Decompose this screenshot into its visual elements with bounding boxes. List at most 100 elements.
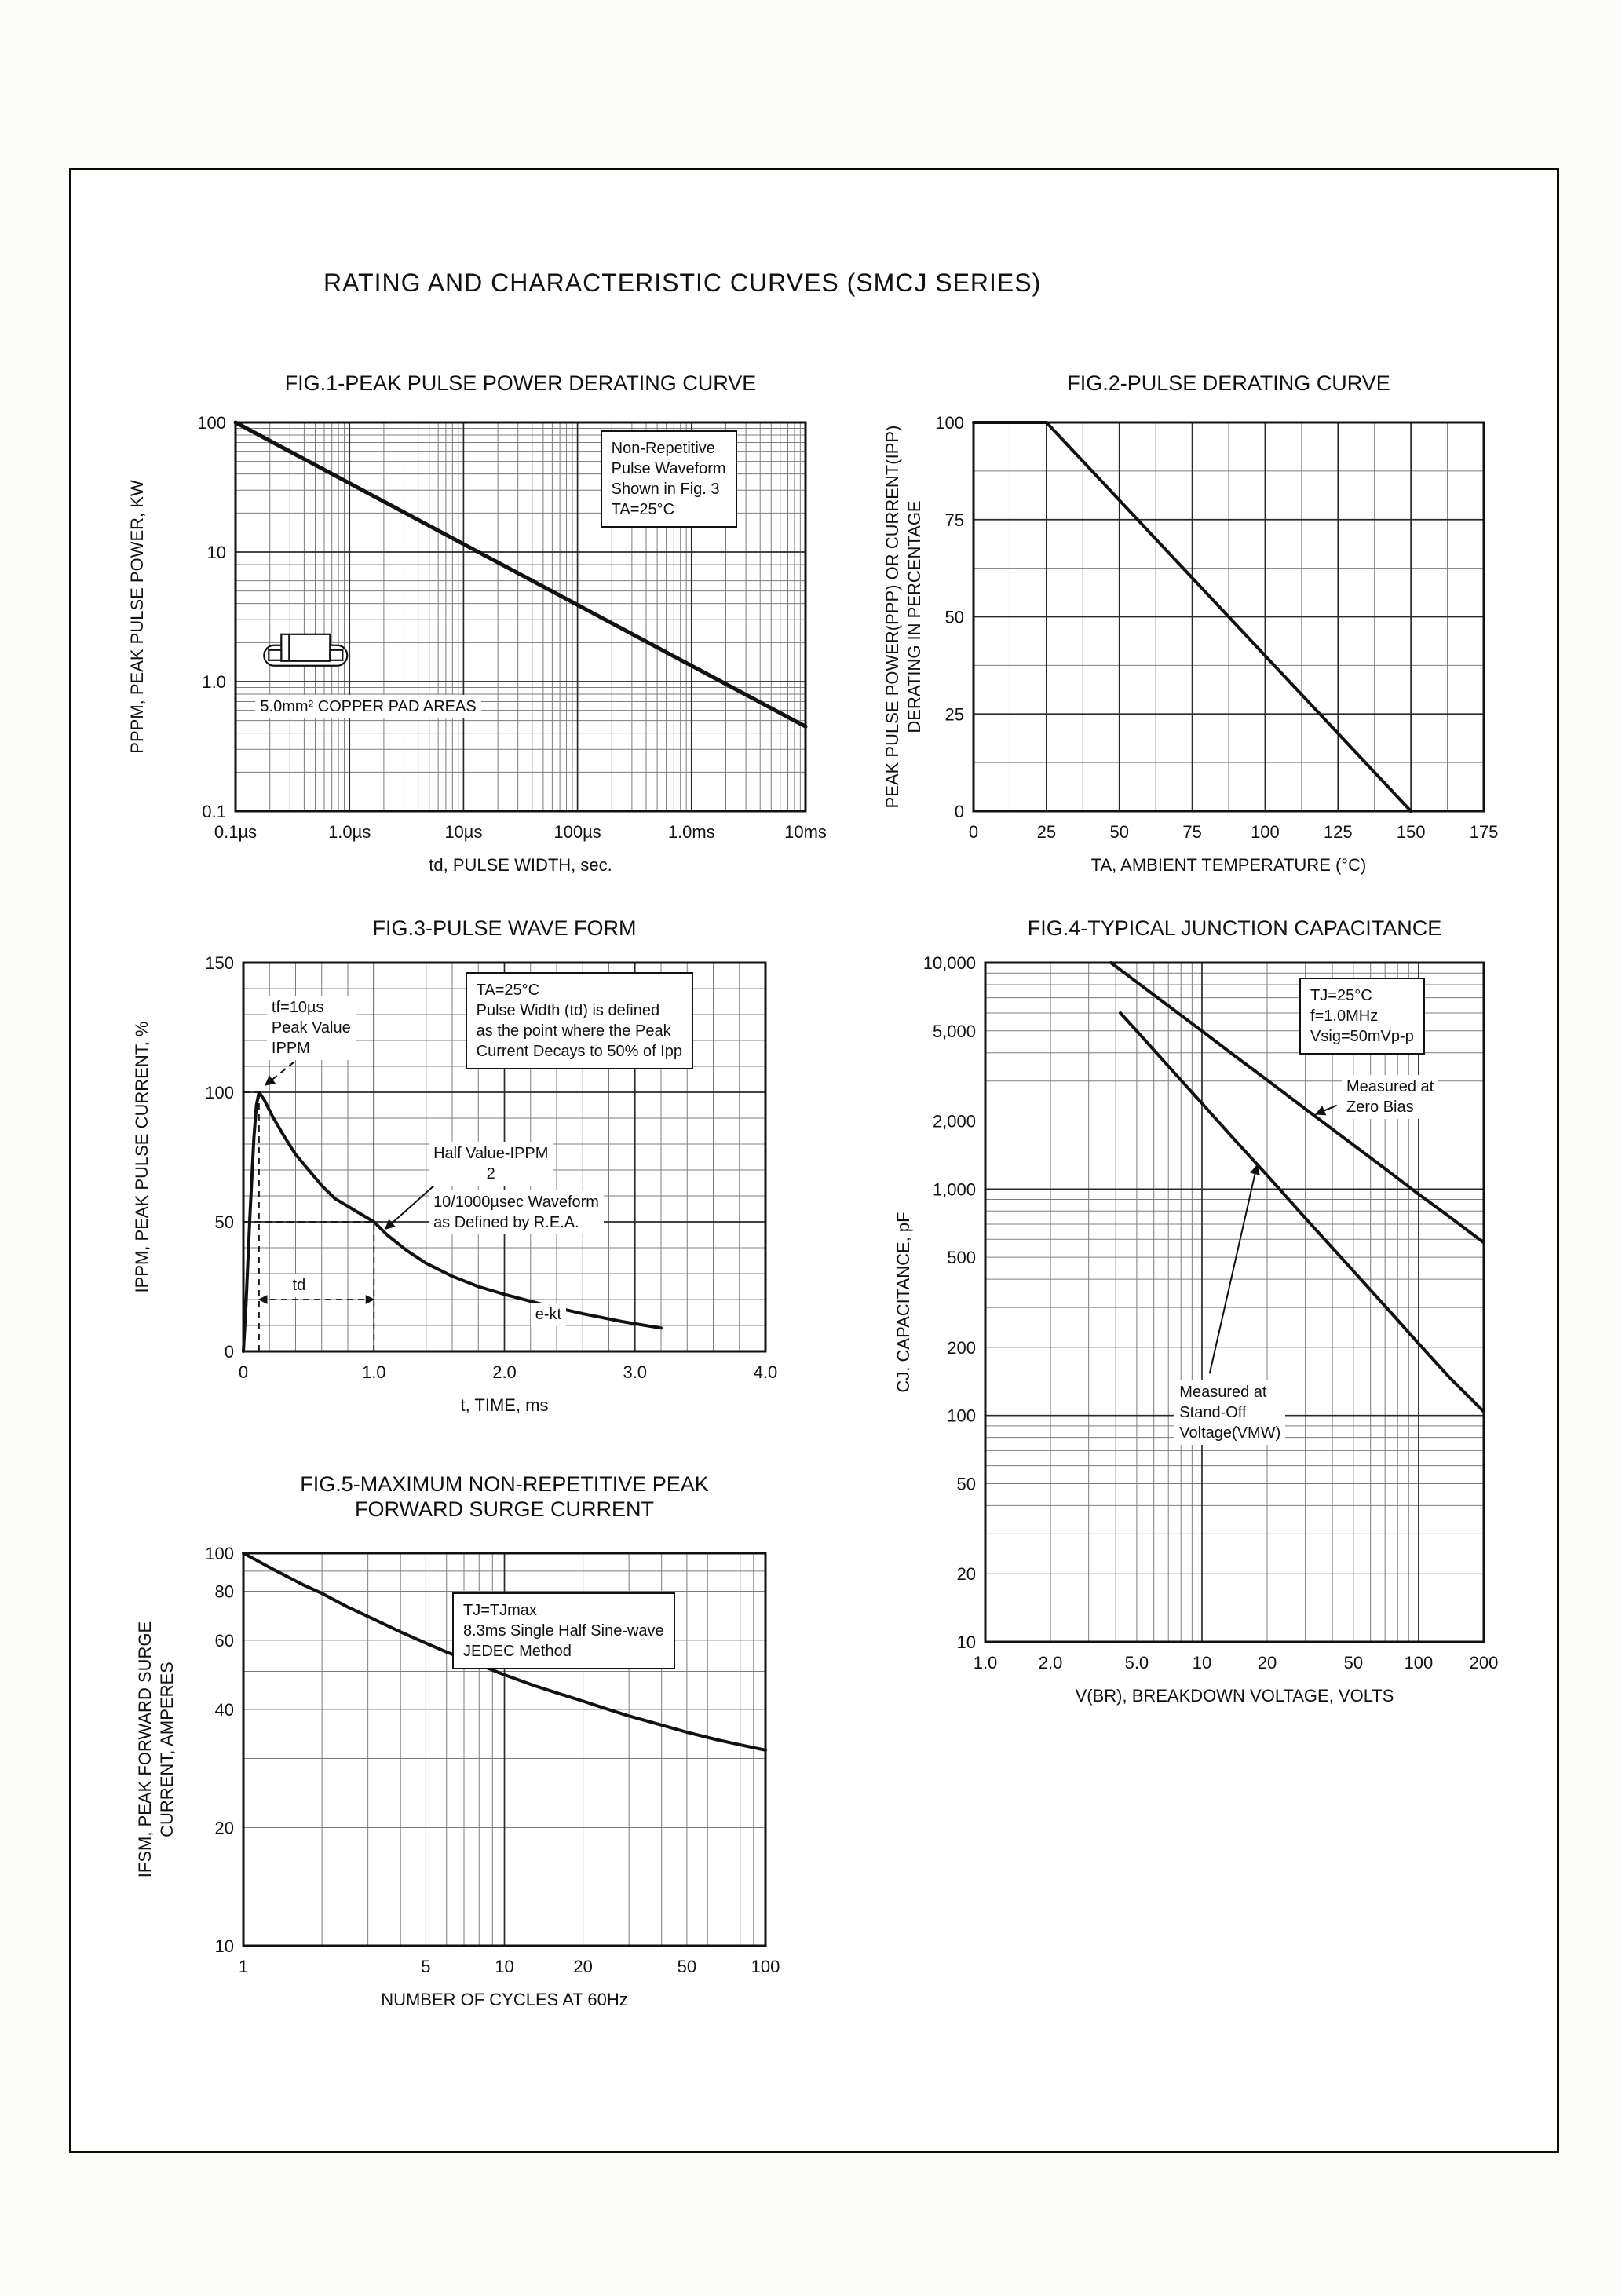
fig3-annotation-6: e-kt — [530, 1303, 567, 1327]
fig3-annotation-5: td — [287, 1274, 311, 1297]
svg-text:1: 1 — [239, 1957, 248, 1976]
svg-text:1.0: 1.0 — [974, 1653, 998, 1673]
fig4-series-0 — [1109, 961, 1485, 1245]
fig5-plot-border — [242, 1552, 767, 1947]
svg-text:PPPM, PEAK PULSE POWER, KW: PPPM, PEAK PULSE POWER, KW — [127, 480, 147, 754]
svg-text:CJ, CAPACITANCE, pF: CJ, CAPACITANCE, pF — [893, 1212, 913, 1392]
svg-text:20: 20 — [573, 1957, 592, 1976]
svg-text:10µs: 10µs — [444, 822, 482, 842]
svg-text:100: 100 — [205, 1544, 234, 1563]
svg-text:4.0: 4.0 — [754, 1362, 778, 1382]
fig3-annotation-3: Half Value-IPPM 2 — [429, 1141, 553, 1186]
svg-text:PEAK PULSE POWER(PPP) OR CURRE: PEAK PULSE POWER(PPP) OR CURRENT(IPP) — [882, 426, 902, 809]
fig3-plot-border — [242, 961, 767, 1353]
svg-text:10: 10 — [1193, 1653, 1211, 1673]
fig2-axis-labels: 0 25 50 75 100 125 150 175 0 25 50 75 100 TA, AMBIENT… — [882, 413, 1498, 875]
svg-text:2.0: 2.0 — [1039, 1653, 1063, 1673]
fig2-chart-canvas: 0 25 50 75 100 125 150 175 0 25 50 75 100 TA, AMBIENT… — [882, 413, 1498, 875]
fig4-annotation-3: Measured at Stand-Off Voltage(VMW) — [1174, 1380, 1286, 1445]
svg-text:50: 50 — [945, 608, 964, 627]
svg-text:100: 100 — [205, 1083, 234, 1102]
svg-text:125: 125 — [1324, 822, 1353, 842]
svg-text:1,000: 1,000 — [933, 1179, 976, 1199]
page-title: RATING AND CHARACTERISTIC CURVES (SMCJ S… — [323, 269, 1042, 297]
svg-text:40: 40 — [215, 1700, 234, 1720]
svg-text:0.1: 0.1 — [202, 802, 226, 821]
svg-text:100: 100 — [197, 413, 226, 433]
svg-text:1.0ms: 1.0ms — [668, 822, 715, 842]
fig2-plot-border — [972, 421, 1485, 813]
svg-text:10,000: 10,000 — [923, 953, 976, 973]
svg-text:500: 500 — [947, 1248, 976, 1267]
svg-text:IPPM, PEAK PULSE CURRENT, %: IPPM, PEAK PULSE CURRENT, % — [132, 1022, 152, 1293]
svg-text:NUMBER OF CYCLES AT 60Hz: NUMBER OF CYCLES AT 60Hz — [381, 1990, 628, 2009]
svg-text:t, TIME, ms: t, TIME, ms — [460, 1395, 548, 1415]
fig4-title: FIG.4-TYPICAL JUNCTION CAPACITANCE — [1027, 916, 1442, 940]
svg-text:1.0: 1.0 — [202, 672, 226, 692]
fig3-leader-arrow — [264, 1047, 312, 1086]
svg-text:0: 0 — [225, 1342, 234, 1362]
fig5-axis-labels: 1 5 10 20 50 100 10 20 40 60 80 100 NUMBER OF CYCLES… — [135, 1544, 780, 2009]
fig1-annotation-2: 5.0mm² COPPER PAD AREAS — [255, 694, 481, 718]
svg-text:150: 150 — [1397, 822, 1426, 842]
fig4-axis-labels: 1.0 2.0 5.0 10 20 50 100 200 10 20 50 100 200 500 1,00… — [893, 953, 1498, 1706]
svg-text:2.0: 2.0 — [492, 1362, 517, 1382]
smc-package-icon — [263, 633, 349, 667]
fig1-title: FIG.1-PEAK PULSE POWER DERATING CURVE — [284, 371, 757, 395]
fig4-leader-arrow — [1314, 1104, 1338, 1116]
fig5-series-0 — [242, 1552, 767, 1752]
svg-text:0: 0 — [955, 802, 964, 821]
svg-text:50: 50 — [1344, 1653, 1363, 1673]
svg-text:80: 80 — [215, 1581, 234, 1601]
fig3-axis-labels: 0 1.0 2.0 3.0 4.0 0 50 100 150 t, TIME, ms IPPM, P… — [132, 953, 777, 1415]
figure-4-typical-junction-capacitance: FIG.4-TYPICAL JUNCTION CAPACITANCE 1.0 2.… — [886, 895, 1620, 1782]
svg-text:5.0: 5.0 — [1125, 1653, 1149, 1673]
svg-text:10: 10 — [207, 543, 226, 562]
svg-text:5,000: 5,000 — [933, 1022, 976, 1041]
svg-text:10: 10 — [957, 1632, 976, 1652]
svg-text:20: 20 — [215, 1818, 234, 1837]
svg-text:10: 10 — [215, 1936, 234, 1956]
svg-text:50: 50 — [957, 1474, 976, 1493]
svg-text:CURRENT, AMPERES: CURRENT, AMPERES — [157, 1662, 177, 1837]
figure-2-pulse-derating-curve: FIG.2-PULSE DERATING CURVE 0 25 50 75 100 125… — [882, 347, 1620, 912]
svg-text:1.0: 1.0 — [362, 1362, 386, 1382]
svg-text:75: 75 — [1182, 822, 1201, 842]
fig5-title: FIG.5-MAXIMUM NON-REPETITIVE PEAK FORWAR… — [300, 1472, 709, 1522]
figure-3-pulse-wave-form: FIG.3-PULSE WAVE FORM 0 1.0 2.0 3.0 4.0 0 50 10… — [94, 895, 879, 1461]
fig1-plot-border — [234, 421, 807, 813]
svg-text:20: 20 — [1258, 1653, 1277, 1673]
svg-text:IFSM, PEAK FORWARD SURGE: IFSM, PEAK FORWARD SURGE — [135, 1621, 155, 1877]
svg-text:200: 200 — [1470, 1653, 1499, 1673]
fig4-series-1 — [1119, 1011, 1485, 1413]
fig4-leader-arrow — [1208, 1164, 1260, 1374]
fig1-series-0 — [233, 420, 808, 729]
svg-text:100: 100 — [935, 413, 964, 433]
fig3-annotation-1: tf=10µs Peak Value IPPM — [266, 996, 356, 1061]
page-border-frame — [69, 168, 1559, 2153]
svg-text:25: 25 — [945, 704, 964, 724]
fig5-chart-canvas: 1 5 10 20 50 100 10 20 40 60 80 100 NUMBER OF CYCLES… — [135, 1544, 780, 2009]
svg-text:25: 25 — [1037, 822, 1056, 842]
svg-text:100: 100 — [947, 1406, 976, 1426]
fig3-title: FIG.3-PULSE WAVE FORM — [372, 916, 637, 940]
svg-text:0: 0 — [239, 1362, 248, 1382]
svg-text:TA, AMBIENT TEMPERATURE (°C): TA, AMBIENT TEMPERATURE (°C) — [1091, 855, 1367, 875]
fig4-annotation-2: Measured at Zero Bias — [1342, 1074, 1439, 1119]
fig4-plot-border — [984, 961, 1485, 1643]
svg-text:60: 60 — [215, 1631, 234, 1651]
svg-text:175: 175 — [1470, 822, 1499, 842]
svg-text:td, PULSE WIDTH, sec.: td, PULSE WIDTH, sec. — [429, 855, 612, 875]
figure-5-maximum-non-repetitive-peak-forward-surge-current: FIG.5-MAXIMUM NON-REPETITIVE PEAK FORWAR… — [94, 1462, 879, 2059]
svg-text:75: 75 — [945, 510, 964, 530]
fig3-annotation-4: 10/1000µsec Waveform as Defined by R.E.A. — [429, 1190, 604, 1234]
svg-text:10: 10 — [495, 1957, 513, 1976]
svg-text:50: 50 — [215, 1212, 234, 1232]
svg-text:100: 100 — [1251, 822, 1280, 842]
svg-text:5: 5 — [421, 1957, 430, 1976]
fig3-annotation-2: TA=25°C Pulse Width (td) is defined as the… — [465, 972, 693, 1070]
svg-text:V(BR), BREAKDOWN VOLTAGE, VOLT: V(BR), BREAKDOWN VOLTAGE, VOLTS — [1076, 1686, 1394, 1706]
fig4-annotation-1: TJ=25°C f=1.0MHz Vsig=50mVp-p — [1299, 978, 1425, 1055]
fig5-annotation-1: TJ=TJmax 8.3ms Single Half Sine-wave JEDEC… — [452, 1592, 675, 1669]
svg-text:0: 0 — [969, 822, 978, 842]
